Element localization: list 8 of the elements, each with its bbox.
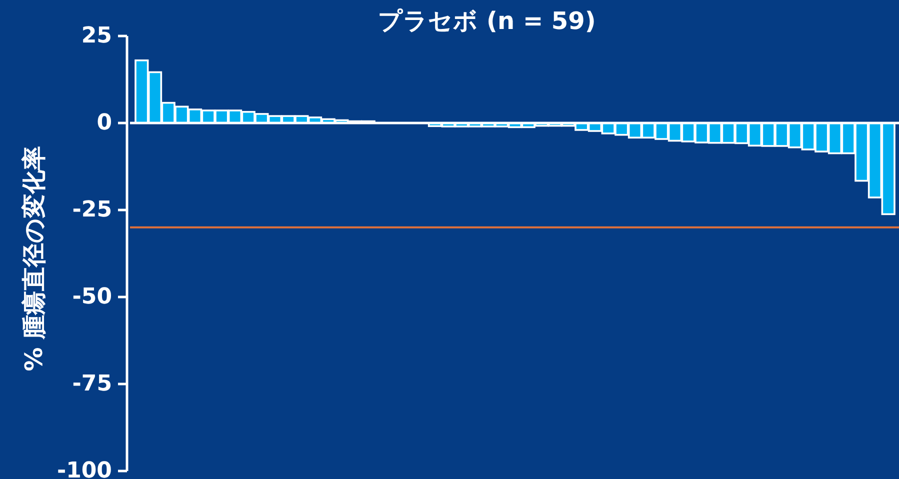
- y-tick-label: 25: [81, 24, 112, 48]
- y-axis-title: % 腫瘍直径の変化率: [20, 146, 48, 372]
- y-tick-label: 0: [96, 110, 112, 136]
- y-tick-label: -25: [72, 198, 112, 222]
- chart-title: プラセボ (n = 59): [378, 7, 596, 35]
- y-tick-label: -50: [72, 284, 112, 310]
- y-tick-label: -100: [56, 458, 112, 479]
- y-tick-label: -75: [72, 372, 112, 396]
